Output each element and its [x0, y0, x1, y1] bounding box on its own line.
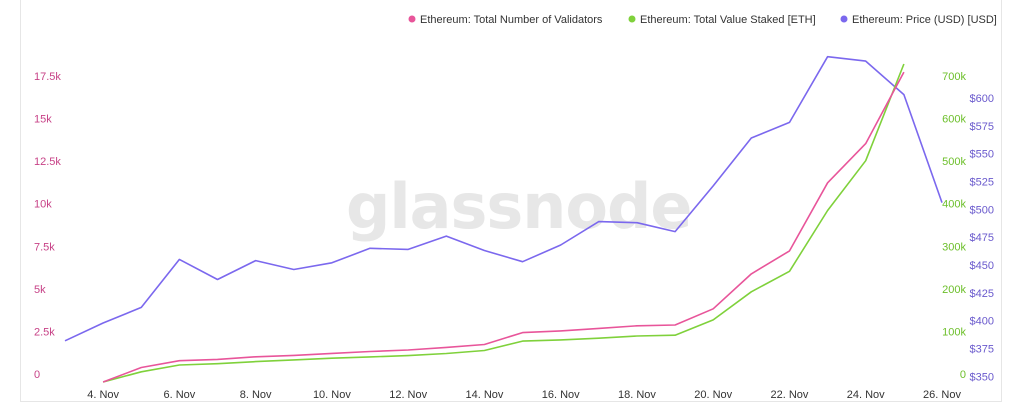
y-left-tick-label: 0: [34, 369, 40, 381]
y-right2-tick-label: $400: [970, 316, 994, 328]
y-right-tick-label: 0: [960, 369, 966, 381]
y-left-tick-label: 12.5k: [34, 156, 61, 168]
x-tick-label: 22. Nov: [771, 389, 809, 401]
y-right2-tick-label: $525: [970, 176, 994, 188]
y-right2-tick-label: $500: [970, 204, 994, 216]
y-right-tick-label: 500k: [942, 156, 966, 168]
y-right2-tick-label: $575: [970, 121, 994, 133]
legend: Ethereum: Total Number of Validators Ethe…: [408, 14, 997, 26]
watermark: glassnode: [346, 170, 691, 243]
x-tick-label: 26. Nov: [923, 389, 961, 401]
x-tick-label: 20. Nov: [694, 389, 732, 401]
y-left-tick-label: 7.5k: [34, 241, 55, 253]
y-left-tick-label: 2.5k: [34, 326, 55, 338]
x-tick-label: 14. Nov: [465, 389, 503, 401]
y-right2-tick-label: $475: [970, 232, 994, 244]
y-right2-tick-label: $450: [970, 260, 994, 272]
legend-label: Ethereum: Total Value Staked [ETH]: [640, 14, 816, 26]
y-left-tick-label: 5k: [34, 284, 46, 296]
y-right-tick-label: 400k: [942, 199, 966, 211]
y-right2-tick-label: $550: [970, 149, 994, 161]
y-right-tick-label: 100k: [942, 326, 966, 338]
y-right2-tick-label: $600: [970, 93, 994, 105]
x-tick-label: 6. Nov: [163, 389, 195, 401]
y-right-tick-label: 200k: [942, 284, 966, 296]
y-left-tick-label: 10k: [34, 199, 52, 211]
legend-marker: [408, 15, 416, 23]
series-line: [102, 71, 905, 383]
y-right-tick-label: 300k: [942, 241, 966, 253]
x-tick-label: 24. Nov: [847, 389, 885, 401]
legend-marker: [628, 15, 636, 23]
legend-label: Ethereum: Total Number of Validators: [420, 14, 603, 26]
x-tick-label: 12. Nov: [389, 389, 427, 401]
x-tick-label: 18. Nov: [618, 389, 656, 401]
y-left-tick-label: 17.5k: [34, 71, 61, 83]
series-lines: [64, 55, 943, 383]
x-tick-label: 10. Nov: [313, 389, 351, 401]
series-line: [102, 63, 905, 383]
y-right-tick-label: 700k: [942, 71, 966, 83]
series-line: [64, 55, 943, 342]
chart-frame: [20, 0, 1002, 402]
y-right2-tick-label: $350: [970, 371, 994, 383]
y-left-tick-label: 15k: [34, 114, 52, 126]
y-right-tick-label: 600k: [942, 114, 966, 126]
y-right2-tick-label: $425: [970, 288, 994, 300]
x-tick-label: 8. Nov: [240, 389, 272, 401]
x-tick-label: 4. Nov: [87, 389, 119, 401]
axes: 4. Nov 6. Nov 8. Nov 10. Nov 12. Nov 14. Nov 1…: [34, 71, 994, 401]
y-right2-tick-label: $375: [970, 344, 994, 356]
legend-marker: [840, 15, 848, 23]
x-tick-label: 16. Nov: [542, 389, 580, 401]
legend-label: Ethereum: Price (USD) [USD]: [852, 14, 997, 26]
